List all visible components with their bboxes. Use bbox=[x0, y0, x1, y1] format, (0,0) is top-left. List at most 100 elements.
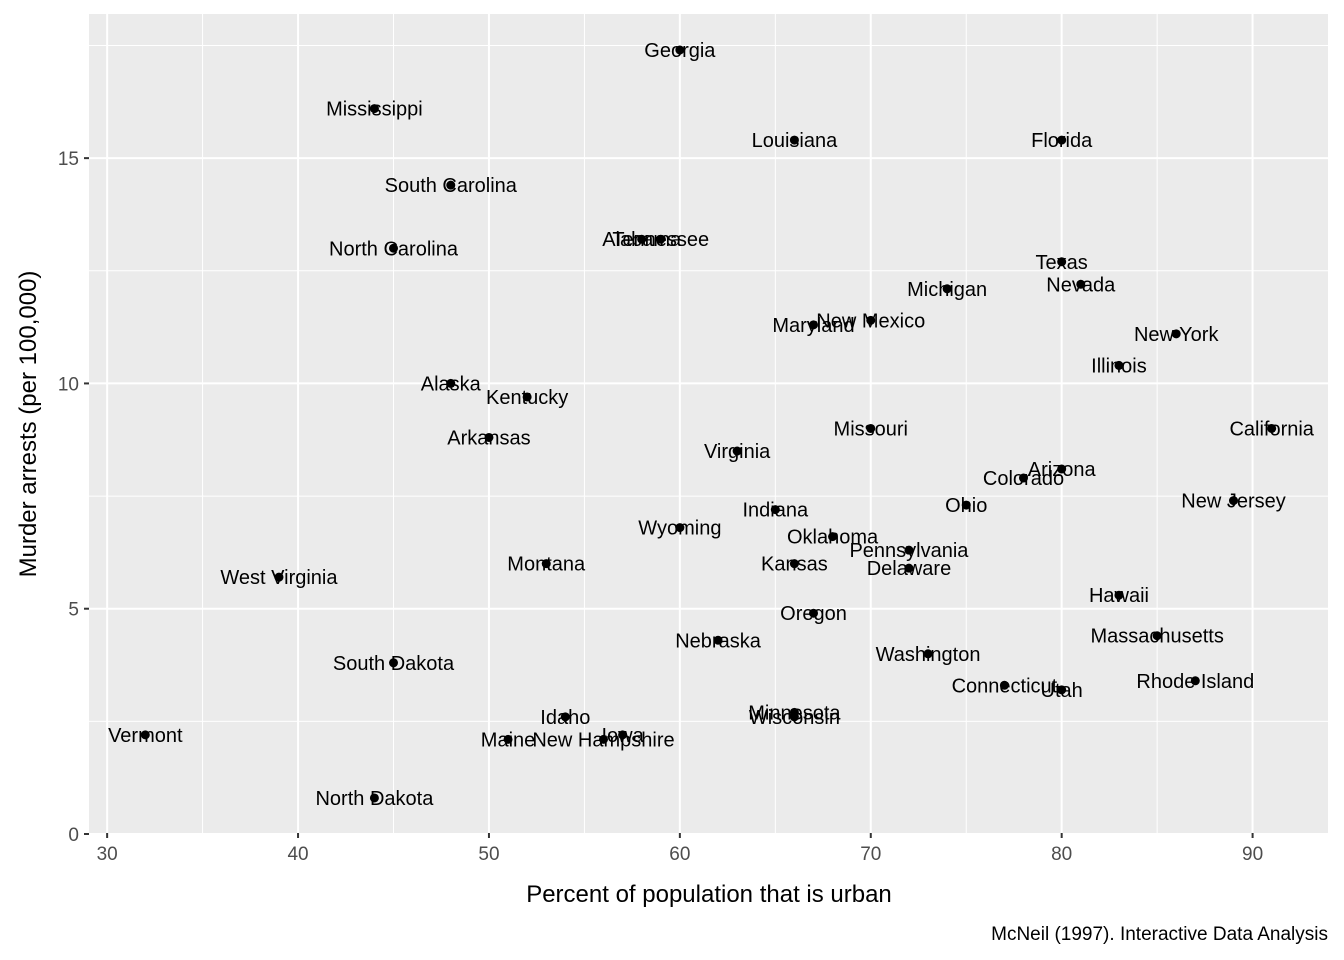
y-tick-label: 5 bbox=[68, 600, 79, 621]
point-label: South Dakota bbox=[333, 653, 455, 675]
point-label: Florida bbox=[1031, 130, 1093, 152]
point-label: Maryland bbox=[772, 315, 854, 337]
point-label: Minnesota bbox=[748, 702, 841, 724]
point-label: Vermont bbox=[108, 725, 183, 747]
point-label: New York bbox=[1134, 324, 1219, 346]
y-axis-title: Murder arrests (per 100,000) bbox=[15, 271, 42, 578]
point-label: Wyoming bbox=[638, 518, 721, 540]
data-points bbox=[140, 45, 1277, 803]
point-label: Tennessee bbox=[612, 229, 709, 251]
point-label: Wisconsin bbox=[749, 707, 840, 729]
data-point bbox=[446, 180, 456, 190]
point-label: Nebraska bbox=[675, 630, 761, 652]
data-point bbox=[828, 532, 838, 542]
data-point bbox=[770, 505, 780, 515]
point-label: Kentucky bbox=[486, 387, 568, 409]
data-point bbox=[1057, 685, 1067, 695]
point-label: Connecticut bbox=[952, 675, 1058, 697]
data-point bbox=[389, 658, 398, 668]
data-point bbox=[618, 730, 628, 740]
data-point bbox=[369, 793, 379, 803]
minor-gridlines bbox=[89, 14, 1328, 833]
data-point bbox=[1057, 464, 1067, 474]
point-label: Pennsylvania bbox=[849, 540, 969, 562]
point-label: Delaware bbox=[867, 558, 951, 580]
data-point bbox=[904, 563, 914, 573]
point-label: Maine bbox=[481, 729, 535, 751]
point-label: New Mexico bbox=[816, 310, 925, 332]
x-tick-label: 30 bbox=[97, 844, 118, 865]
point-label: Virginia bbox=[704, 441, 771, 463]
data-point bbox=[656, 234, 666, 244]
data-point bbox=[809, 608, 818, 618]
data-point bbox=[1057, 257, 1067, 267]
point-label: North Carolina bbox=[329, 238, 459, 260]
point-label: Missouri bbox=[834, 418, 908, 440]
data-point bbox=[484, 432, 494, 442]
x-tick-label: 50 bbox=[478, 844, 499, 865]
data-point bbox=[1152, 631, 1162, 641]
axis-ticks: 30 40 50 60 70 80 90 0 5 10 15 bbox=[58, 149, 1263, 865]
data-point bbox=[369, 104, 379, 114]
point-label: Texas bbox=[1036, 252, 1088, 274]
point-label: Washington bbox=[876, 644, 981, 666]
data-point bbox=[904, 545, 914, 555]
data-point bbox=[522, 392, 532, 402]
point-label: Idaho bbox=[540, 707, 590, 729]
data-point bbox=[809, 320, 818, 330]
point-labels: Alabama Alaska Arizona Arkansas California Co… bbox=[108, 40, 1315, 810]
data-point bbox=[1114, 360, 1124, 370]
data-point bbox=[541, 559, 551, 569]
data-point bbox=[999, 680, 1009, 690]
data-point bbox=[599, 734, 608, 744]
y-tick-label: 10 bbox=[58, 374, 79, 395]
point-label: Montana bbox=[507, 554, 586, 576]
data-point bbox=[274, 572, 284, 582]
data-point bbox=[675, 523, 685, 533]
data-point bbox=[789, 712, 799, 722]
point-label: Alaska bbox=[421, 373, 482, 395]
point-label: Illinois bbox=[1091, 355, 1147, 377]
point-label: New Hampshire bbox=[532, 729, 674, 751]
data-point bbox=[1057, 135, 1067, 145]
point-label: Michigan bbox=[907, 279, 987, 301]
data-point bbox=[942, 284, 952, 294]
x-axis-title: Percent of population that is urban bbox=[526, 881, 892, 908]
point-label: North Dakota bbox=[315, 788, 434, 810]
data-point bbox=[675, 45, 685, 55]
y-tick-label: 0 bbox=[68, 825, 79, 846]
caption: McNeil (1997). Interactive Data Analysis bbox=[991, 924, 1328, 945]
data-point bbox=[1076, 279, 1086, 289]
point-label: Massachusetts bbox=[1090, 626, 1223, 648]
data-point bbox=[1114, 590, 1124, 600]
data-point bbox=[866, 423, 876, 433]
data-point bbox=[1190, 676, 1200, 686]
point-label: Nevada bbox=[1046, 274, 1116, 296]
point-label: Oregon bbox=[780, 603, 847, 625]
data-point bbox=[732, 446, 742, 456]
point-label: Mississippi bbox=[326, 99, 423, 121]
major-gridlines bbox=[89, 14, 1328, 835]
data-point bbox=[637, 234, 647, 244]
data-point bbox=[961, 500, 971, 510]
x-tick-label: 70 bbox=[860, 844, 881, 865]
point-label: Oklahoma bbox=[787, 527, 879, 549]
y-tick-label: 15 bbox=[58, 149, 79, 170]
point-label: West Virginia bbox=[220, 567, 338, 589]
plot-panel bbox=[89, 14, 1328, 833]
point-label: Alabama bbox=[602, 229, 682, 251]
point-label: Indiana bbox=[743, 500, 809, 522]
point-label: Georgia bbox=[644, 40, 716, 62]
data-point bbox=[789, 559, 799, 569]
point-label: South Carolina bbox=[385, 175, 518, 197]
data-point bbox=[789, 135, 799, 145]
point-label: Arkansas bbox=[447, 427, 530, 449]
data-point bbox=[1267, 423, 1277, 433]
data-point bbox=[140, 730, 150, 740]
x-tick-label: 80 bbox=[1051, 844, 1072, 865]
point-label: Louisiana bbox=[752, 130, 839, 152]
point-label: Kansas bbox=[761, 554, 828, 576]
point-label: Iowa bbox=[601, 725, 644, 747]
point-label: Arizona bbox=[1028, 459, 1097, 481]
point-label: California bbox=[1229, 418, 1314, 440]
